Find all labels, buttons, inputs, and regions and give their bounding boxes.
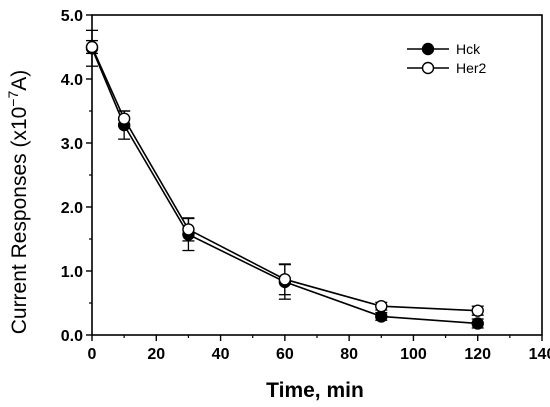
legend-marker <box>421 42 435 56</box>
y-tick-label: 0.0 <box>61 328 83 345</box>
legend-label: Her2 <box>456 60 487 76</box>
legend-item-hck: Hck <box>407 41 481 57</box>
series-line <box>91 46 478 312</box>
y-tick-label: 2.0 <box>61 200 83 217</box>
data-point <box>117 112 131 125</box>
y-axis-title: Current Responses (x10−7A) <box>5 70 31 335</box>
data-point <box>182 223 195 236</box>
y-tick-label: 3.0 <box>61 136 83 153</box>
data-point <box>471 304 484 317</box>
y-axis-title-exponent: −7 <box>5 91 21 107</box>
y-axis-title-prefix: Current Responses (x10 <box>8 107 31 335</box>
x-tick-label: 0 <box>88 346 97 363</box>
legend-item-her2: Her2 <box>407 60 487 76</box>
legend: Hck Her2 <box>407 41 487 76</box>
legend-label: Hck <box>456 41 481 57</box>
y-tick-label: 4.0 <box>61 72 83 89</box>
x-tick-label: 80 <box>340 346 358 363</box>
x-tick-label: 40 <box>212 346 230 363</box>
series-layer <box>85 29 484 330</box>
x-tick-label: 120 <box>464 346 491 363</box>
x-axis-title: Time, min <box>266 379 364 402</box>
x-tick-label: 20 <box>147 346 165 363</box>
legend-marker <box>421 61 435 75</box>
data-point <box>375 300 388 313</box>
y-tick-label: 1.0 <box>61 264 83 281</box>
y-tick-label: 5.0 <box>61 8 83 25</box>
series-her2 <box>85 39 484 317</box>
data-point <box>85 40 99 54</box>
x-tick-label: 140 <box>529 346 550 363</box>
x-tick-label: 100 <box>400 346 427 363</box>
x-axis: 0 20 40 60 80 100 120 140 <box>88 335 550 363</box>
data-point <box>375 310 388 323</box>
data-point <box>278 273 292 286</box>
y-axis: 0.0 1.0 2.0 3.0 4.0 5.0 <box>61 8 92 345</box>
x-tick-label: 60 <box>276 346 294 363</box>
series-line <box>91 47 478 325</box>
data-point <box>471 317 484 330</box>
y-axis-title-suffix: A) <box>8 70 31 91</box>
